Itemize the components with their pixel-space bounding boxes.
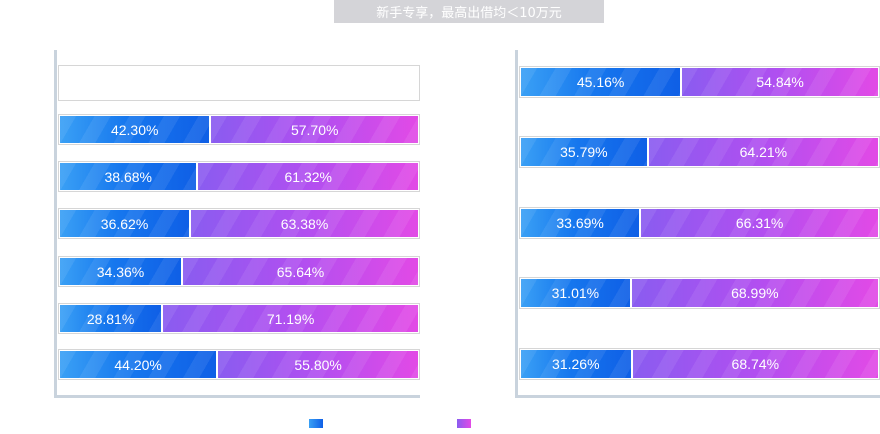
left-chart-row: 44.20% 55.80% <box>58 349 420 380</box>
left-chart-bar-series-b: 61.32% <box>198 163 418 190</box>
left-chart-bar-series-a: 42.30% <box>60 116 212 143</box>
right-chart-bar-series-b: 64.21% <box>648 138 878 166</box>
right-chart-bar-series-a: 31.01% <box>521 279 632 307</box>
right-chart-row: 31.26% 68.74% <box>519 348 880 380</box>
left-chart-bar-series-b: 63.38% <box>191 210 418 237</box>
left-chart-bar-series-a: 34.36% <box>60 258 183 285</box>
right-chart-x-axis <box>515 395 880 398</box>
right-chart-row: 45.16% 54.84% <box>519 66 880 98</box>
left-chart-bar-series-b: 71.19% <box>163 305 418 332</box>
legend-swatch-series-b <box>457 418 471 428</box>
left-chart-x-axis <box>54 395 420 398</box>
right-chart-y-axis <box>515 50 518 398</box>
left-chart-data-label: 63.38% <box>280 215 329 232</box>
left-chart-bar-series-b: 55.80% <box>218 351 418 378</box>
right-chart-bar-series-b: 68.74% <box>632 350 878 378</box>
legend-swatch-series-a <box>309 418 323 428</box>
left-chart-data-label: 71.19% <box>266 310 315 327</box>
right-chart-bar-series-a: 33.69% <box>521 209 642 237</box>
left-chart-bar-series-a: 44.20% <box>60 351 219 378</box>
right-chart-row: 33.69% 66.31% <box>519 207 880 239</box>
right-chart-data-label: 66.31% <box>735 215 784 231</box>
left-chart-data-label: 65.64% <box>276 263 325 280</box>
left-chart-bar-series-b: 65.64% <box>183 258 418 285</box>
left-chart-data-label: 28.81% <box>86 310 135 327</box>
left-chart-bar-series-b: 57.70% <box>211 116 418 143</box>
legend-series-a <box>309 418 327 428</box>
left-chart-data-label: 44.20% <box>114 356 162 373</box>
left-chart-data-label: 55.80% <box>294 356 342 373</box>
right-chart-data-label: 35.79% <box>560 144 608 160</box>
left-chart-row: 36.62% 63.38% <box>58 208 420 239</box>
left-chart-data-label: 34.36% <box>96 263 145 280</box>
legend-series-b <box>457 418 475 428</box>
right-chart-data-label: 64.21% <box>739 144 788 160</box>
right-chart-data-label: 31.26% <box>552 356 600 372</box>
promo-banner: 新手专享，最高出借均＜10万元 <box>334 0 604 23</box>
promo-banner-text: 新手专享，最高出借均＜10万元 <box>376 6 562 21</box>
left-chart-bar-series-a: 38.68% <box>60 163 199 190</box>
right-chart-row: 35.79% 64.21% <box>519 136 880 168</box>
right-chart-bar-series-b: 68.99% <box>631 279 878 307</box>
left-chart-y-axis <box>54 50 57 398</box>
right-chart-bar-series-a: 31.26% <box>521 350 633 378</box>
right-chart-bar-series-a: 45.16% <box>521 68 683 96</box>
right-stacked-bar-chart: 45.16% 54.84% 35.79% 64.21% 33.69% 66.31% 31.0… <box>515 50 880 398</box>
left-chart-data-label: 57.70% <box>290 121 339 138</box>
left-chart-row: 42.30% 57.70% <box>58 114 420 145</box>
right-chart-data-label: 54.84% <box>756 74 804 90</box>
left-chart-data-label: 36.62% <box>100 215 149 232</box>
left-chart-bar-series-a: 36.62% <box>60 210 192 237</box>
left-chart-data-label: 61.32% <box>284 168 332 185</box>
right-chart-data-label: 68.74% <box>731 356 780 372</box>
right-chart-data-label: 68.99% <box>731 285 779 301</box>
right-chart-bar-series-a: 35.79% <box>521 138 649 166</box>
left-chart-row: 38.68% 61.32% <box>58 161 420 192</box>
right-chart-data-label: 45.16% <box>576 74 625 90</box>
right-chart-row: 31.01% 68.99% <box>519 277 880 309</box>
left-chart-row <box>58 65 420 101</box>
left-chart-row: 34.36% 65.64% <box>58 256 420 287</box>
right-chart-bar-series-b: 66.31% <box>641 209 878 237</box>
left-stacked-bar-chart: 42.30% 57.70% 38.68% 61.32% 36.62% 63.38% 34.3… <box>54 50 420 398</box>
left-chart-bar-series-a: 28.81% <box>60 305 164 332</box>
right-chart-data-label: 33.69% <box>556 215 604 231</box>
right-chart-data-label: 31.01% <box>551 285 600 301</box>
left-chart-data-label: 38.68% <box>104 168 152 185</box>
left-chart-data-label: 42.30% <box>110 121 159 138</box>
right-chart-bar-series-b: 54.84% <box>682 68 878 96</box>
left-chart-row: 28.81% 71.19% <box>58 303 420 334</box>
